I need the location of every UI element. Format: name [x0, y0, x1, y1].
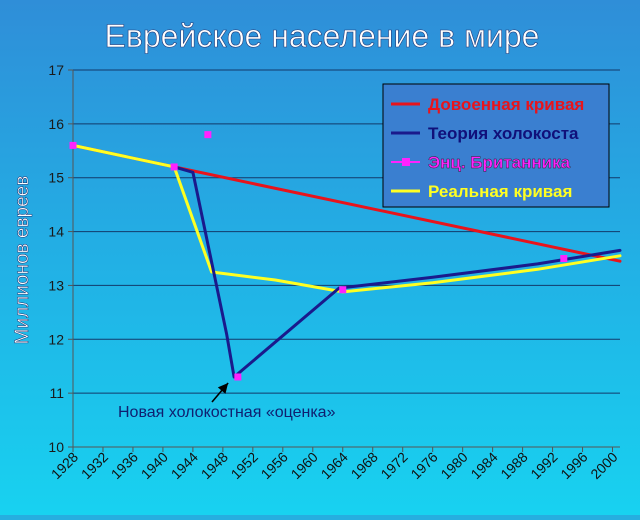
y-tick-labels: 10 11 12 13 14 15 16 17 — [48, 62, 64, 455]
y-tick-label: 11 — [49, 385, 64, 401]
legend: Довоенная кривая Теория холокоста Энц. Бри… — [382, 83, 610, 208]
y-tick-label: 13 — [48, 277, 64, 293]
annotation: Новая холокостная «оценка» — [118, 382, 336, 421]
axes — [72, 70, 620, 448]
legend-marker — [402, 158, 410, 166]
britannica-marker — [204, 131, 212, 139]
y-tick-label: 16 — [48, 116, 64, 132]
y-tick-label: 15 — [48, 170, 64, 186]
legend-box — [382, 83, 610, 208]
series-line-3 — [71, 143, 622, 294]
x-tick-label: 1964 — [318, 449, 351, 482]
y-tick-label: 10 — [48, 439, 64, 455]
x-tick-label: 1952 — [228, 449, 261, 482]
x-tick-label: 1980 — [437, 449, 470, 482]
x-tick-label: 1996 — [557, 449, 590, 482]
x-tick-label: 2000 — [587, 449, 620, 482]
x-tick-label: 1944 — [168, 449, 201, 482]
britannica-marker — [560, 255, 568, 262]
x-tick-label: 1956 — [258, 449, 291, 482]
y-tick-label: 12 — [48, 331, 64, 347]
britannica-marker — [170, 163, 178, 171]
y-tick-label: 17 — [48, 62, 64, 78]
x-tick-label: 1960 — [288, 449, 321, 482]
x-tick-label: 1940 — [138, 449, 171, 482]
x-tick-label: 1968 — [348, 449, 381, 482]
legend-label: Довоенная кривая — [428, 95, 584, 114]
y-tick-label: 14 — [48, 224, 64, 240]
y-axis-label: Миллионов евреев — [12, 176, 33, 345]
chart-title: Еврейское население в мире — [105, 18, 540, 54]
x-tick-label: 1936 — [108, 449, 141, 482]
legend-label: Реальная кривая — [428, 182, 572, 201]
x-tick-label: 1988 — [497, 449, 530, 482]
annotation-text: Новая холокостная «оценка» — [118, 404, 336, 421]
x-tick-label: 1932 — [78, 449, 111, 482]
legend-label: Энц. Британника — [428, 153, 571, 172]
x-tick-labels: 1928193219361940194419481952195619601964… — [48, 449, 621, 482]
x-tick-label: 1948 — [198, 449, 231, 482]
legend-label: Теория холокоста — [428, 124, 579, 143]
britannica-marker — [234, 373, 242, 381]
series-line-1 — [172, 165, 622, 379]
annotation-arrowhead — [217, 382, 229, 394]
x-tick-label: 1972 — [377, 449, 410, 482]
x-tick-label: 1984 — [467, 449, 500, 482]
britannica-marker — [339, 286, 347, 294]
series-layer — [69, 131, 622, 381]
britannica-marker — [69, 141, 77, 149]
x-tick-label: 1976 — [407, 449, 440, 482]
x-tick-label: 1992 — [527, 449, 560, 482]
